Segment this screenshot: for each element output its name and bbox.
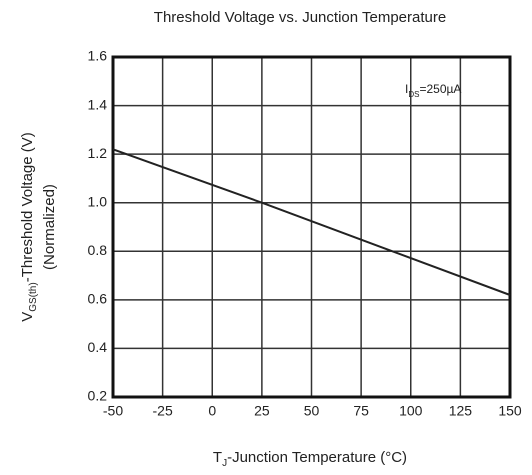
annotation: IDS=250µA [405, 82, 461, 98]
x-tick-label: -25 [153, 403, 173, 419]
x-tick-label: -50 [103, 403, 123, 419]
annotation-part: I [405, 82, 408, 96]
y-tick-label: 0.8 [88, 242, 108, 258]
y-tick-label: 0.2 [88, 388, 108, 404]
annotation-part: =250µA [419, 82, 461, 96]
ylabel2: (Normalized) [41, 184, 58, 270]
x-tick-label: 75 [353, 403, 369, 419]
data-line [112, 148, 511, 296]
xlabel-part: -Junction Temperature (°C) [227, 449, 407, 466]
xlabel-part: T [213, 449, 222, 466]
y-tick-label: 1.6 [88, 48, 108, 64]
y-tick-label: 1.0 [88, 193, 108, 209]
x-tick-label: 125 [449, 403, 473, 419]
y-tick-label: 0.4 [88, 339, 108, 355]
y-tick-label: 0.6 [88, 291, 108, 307]
plot-frame [111, 55, 512, 399]
x-tick-label: 0 [208, 403, 216, 419]
ylabel-part: -Threshold Voltage (V) [19, 132, 36, 282]
ylabel-part: V [19, 312, 36, 322]
ylabel-part: GS(th) [28, 282, 39, 311]
chart-title: Threshold Voltage vs. Junction Temperatu… [154, 9, 446, 26]
y-tick-label: 1.4 [88, 96, 108, 112]
ylabel: VGS(th)-Threshold Voltage (V) [19, 132, 39, 322]
x-tick-label: 100 [399, 403, 423, 419]
xlabel: TJ-Junction Temperature (°C) [213, 449, 407, 469]
x-tick-label: 150 [498, 403, 522, 419]
xlabel-part: J [222, 458, 227, 469]
x-tick-label: 25 [254, 403, 270, 419]
y-tick-label: 1.2 [88, 145, 108, 161]
x-tick-label: 50 [304, 403, 320, 419]
annotation-part: DS [408, 90, 419, 99]
